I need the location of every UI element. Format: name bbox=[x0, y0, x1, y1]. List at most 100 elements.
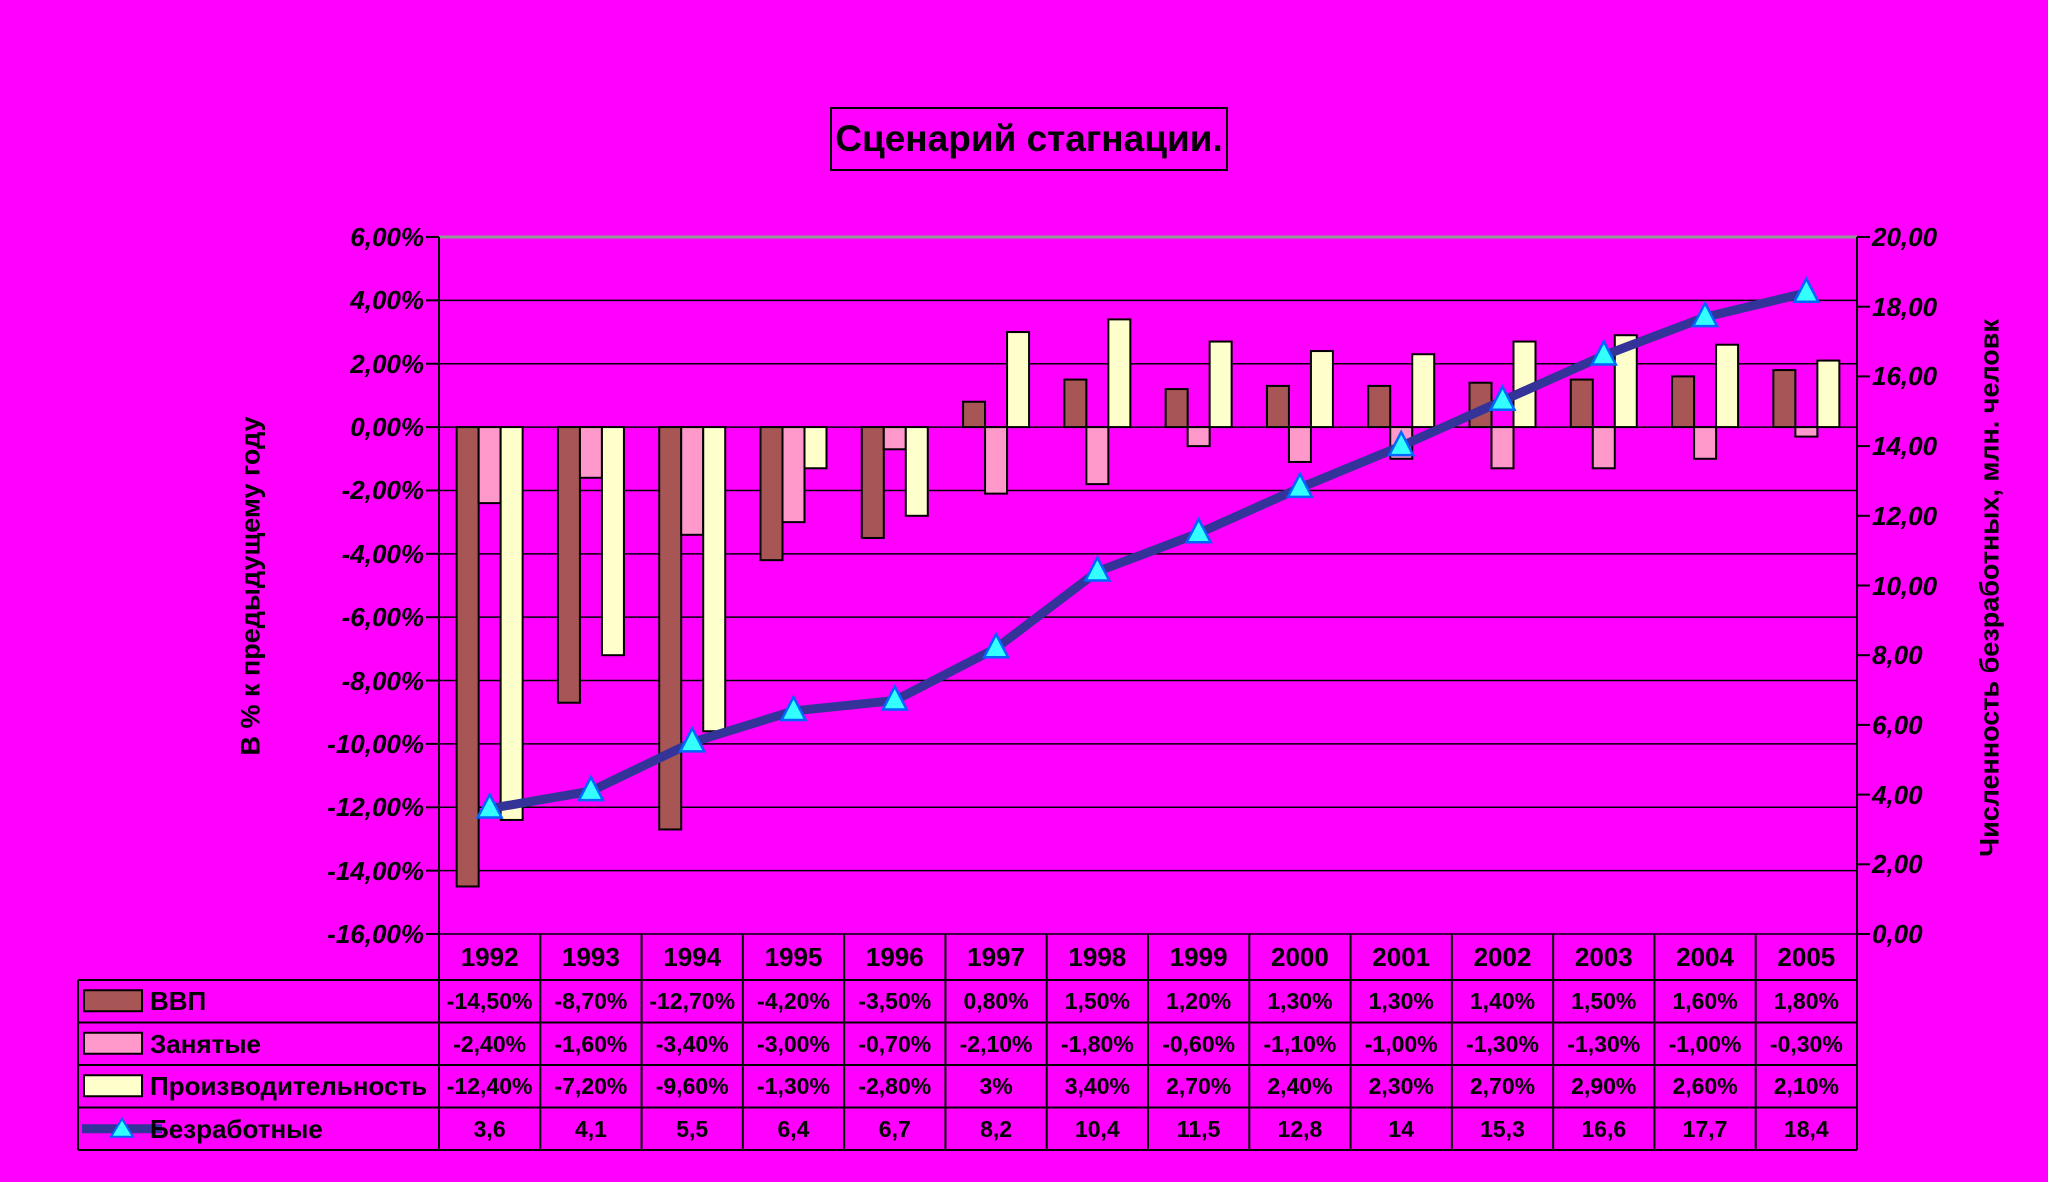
table-cell-ВВП-2003: 1,50% bbox=[1571, 988, 1637, 1014]
table-cell-Занятые-1997: -2,10% bbox=[959, 1030, 1033, 1057]
table-cell-Безработные-1997: 8,2 bbox=[980, 1115, 1013, 1142]
bar-Занятые-1996 bbox=[882, 426, 907, 451]
bar-ВВП-2003 bbox=[1569, 378, 1594, 429]
left-axis-title: В % к предыдущему году bbox=[235, 416, 266, 756]
year-header-cell: 1997 bbox=[967, 942, 1025, 972]
unemployed-marker-1996 bbox=[880, 683, 909, 711]
table-cell-Безработные-2002: 15,3 bbox=[1480, 1115, 1525, 1142]
chart-title: Сценарий стагнации. bbox=[835, 118, 1223, 159]
table-cell-Занятые-1992: -2,40% bbox=[453, 1030, 527, 1057]
table-cell-ВВП-1995: -4,20% bbox=[757, 988, 830, 1014]
table-cell-Производительность-1994: -9,60% bbox=[655, 1073, 729, 1099]
year-header-cell: 1994 bbox=[663, 942, 722, 972]
bar-ВВП-2001 bbox=[1367, 384, 1392, 429]
left-axis-tick-label: -2,00% bbox=[341, 475, 424, 506]
unemployed-marker-1997 bbox=[982, 631, 1011, 659]
bar-Производительность-1996 bbox=[904, 426, 929, 517]
table-cell-Безработные-1992: 3,6 bbox=[473, 1115, 506, 1142]
bar-Производительность-1997 bbox=[1006, 331, 1031, 429]
unemployed-line bbox=[488, 288, 1808, 813]
bar-Занятые-1999 bbox=[1186, 426, 1211, 448]
bar-ВВП-1997 bbox=[962, 400, 987, 429]
legend-swatch-Занятые bbox=[83, 1031, 143, 1055]
unemployed-marker-2005 bbox=[1792, 276, 1821, 304]
table-cell-ВВП-2005: 1,80% bbox=[1773, 988, 1839, 1014]
bar-ВВП-1995 bbox=[759, 426, 784, 562]
unemployed-marker-2002 bbox=[1488, 384, 1517, 412]
left-axis-tick-label: -12,00% bbox=[327, 792, 424, 823]
legend-marker-Безработные bbox=[109, 1116, 135, 1138]
left-axis-tick-label: 2,00% bbox=[350, 348, 424, 379]
table-cell-Производительность-1992: -12,40% bbox=[446, 1073, 533, 1099]
bar-Занятые-1993 bbox=[578, 426, 603, 479]
unemployed-marker-2000 bbox=[1285, 471, 1314, 499]
table-cell-Безработные-1999: 11,5 bbox=[1176, 1115, 1221, 1142]
legend-swatch-Производительность bbox=[83, 1074, 143, 1098]
bar-Производительность-2003 bbox=[1613, 334, 1638, 429]
table-cell-Занятые-2004: -1,00% bbox=[1668, 1030, 1742, 1057]
year-header-cell: 2001 bbox=[1372, 942, 1431, 972]
bar-ВВП-1993 bbox=[556, 426, 581, 704]
table-cell-ВВП-1999: 1,20% bbox=[1166, 988, 1232, 1014]
table-cell-Безработные-1995: 6,4 bbox=[777, 1115, 810, 1142]
table-cell-Производительность-1999: 2,70% bbox=[1166, 1073, 1232, 1099]
table-cell-ВВП-1993: -8,70% bbox=[554, 988, 628, 1014]
table-cell-ВВП-1998: 1,50% bbox=[1064, 988, 1130, 1014]
bar-Занятые-1998 bbox=[1085, 426, 1110, 486]
table-cell-Производительность-2002: 2,70% bbox=[1469, 1073, 1536, 1099]
left-axis-tick-label: 0,00% bbox=[350, 412, 424, 443]
year-header-cell: 1999 bbox=[1169, 942, 1228, 972]
right-axis-tick-label: 10,00 bbox=[1872, 570, 1938, 601]
left-axis-tick-label: -6,00% bbox=[341, 602, 424, 633]
table-cell-Занятые-1996: -0,70% bbox=[858, 1030, 932, 1057]
year-header-cell: 2003 bbox=[1574, 942, 1633, 972]
right-axis-tick-label: 14,00 bbox=[1872, 431, 1938, 462]
right-axis-tick-label: 6,00 bbox=[1872, 709, 1923, 740]
bar-Производительность-1994 bbox=[702, 426, 727, 733]
left-axis-tick-label: -16,00% bbox=[327, 919, 424, 949]
right-axis-tick-label: 12,00 bbox=[1872, 500, 1938, 531]
legend-label-ВВП: ВВП bbox=[150, 986, 207, 1016]
table-cell-Производительность-1993: -7,20% bbox=[554, 1073, 628, 1099]
bar-Занятые-2005 bbox=[1794, 426, 1819, 438]
legend-label-Производительность: Производительность bbox=[150, 1071, 428, 1101]
right-axis-tick-label: 16,00 bbox=[1872, 361, 1938, 392]
bar-ВВП-1996 bbox=[860, 426, 885, 539]
bar-Занятые-2002 bbox=[1490, 426, 1515, 470]
table-cell-Производительность-2001: 2,30% bbox=[1368, 1073, 1434, 1099]
legend-label-Безработные: Безработные bbox=[150, 1113, 323, 1144]
table-cell-Занятые-1998: -1,80% bbox=[1060, 1030, 1134, 1057]
year-header-cell: 1995 bbox=[764, 942, 823, 972]
right-axis-tick-label: 0,00 bbox=[1872, 919, 1923, 949]
bar-Занятые-1992 bbox=[477, 426, 502, 505]
right-axis-tick-label: 2,00 bbox=[1872, 849, 1923, 880]
left-axis-tick-label: -4,00% bbox=[341, 538, 424, 569]
bar-Производительность-2001 bbox=[1411, 353, 1436, 429]
bar-ВВП-2000 bbox=[1265, 384, 1290, 429]
bar-Производительность-2000 bbox=[1309, 350, 1334, 429]
table-cell-Безработные-2005: 18,4 bbox=[1783, 1115, 1829, 1142]
right-axis-tick-label: 18,00 bbox=[1872, 291, 1938, 322]
year-header-cell: 1993 bbox=[562, 942, 620, 972]
left-axis-tick-label: 4,00% bbox=[350, 285, 424, 316]
unemployed-marker-1992 bbox=[475, 791, 504, 819]
bar-ВВП-1992 bbox=[455, 426, 480, 888]
bar-Занятые-1994 bbox=[680, 426, 705, 536]
right-axis-tick-label: 20,00 bbox=[1872, 222, 1938, 252]
table-cell-Производительность-1997: 3% bbox=[979, 1073, 1013, 1099]
left-axis-tick-label: 6,00% bbox=[350, 222, 424, 252]
bar-Производительность-1999 bbox=[1208, 340, 1233, 429]
bar-ВВП-2005 bbox=[1772, 369, 1797, 429]
table-cell-Занятые-1994: -3,40% bbox=[655, 1030, 729, 1057]
year-header-cell: 1996 bbox=[865, 942, 924, 972]
year-header-cell: 2002 bbox=[1473, 942, 1532, 972]
table-cell-Безработные-2000: 12,8 bbox=[1277, 1115, 1323, 1142]
table-cell-ВВП-1994: -12,70% bbox=[649, 988, 736, 1014]
table-cell-Производительность-2004: 2,60% bbox=[1672, 1073, 1738, 1099]
bar-ВВП-1994 bbox=[658, 426, 683, 831]
table-cell-Безработные-1998: 10,4 bbox=[1074, 1115, 1120, 1142]
table-cell-Производительность-2005: 2,10% bbox=[1773, 1073, 1839, 1099]
bar-Занятые-2003 bbox=[1591, 426, 1616, 470]
table-cell-Производительность-1996: -2,80% bbox=[858, 1073, 932, 1099]
